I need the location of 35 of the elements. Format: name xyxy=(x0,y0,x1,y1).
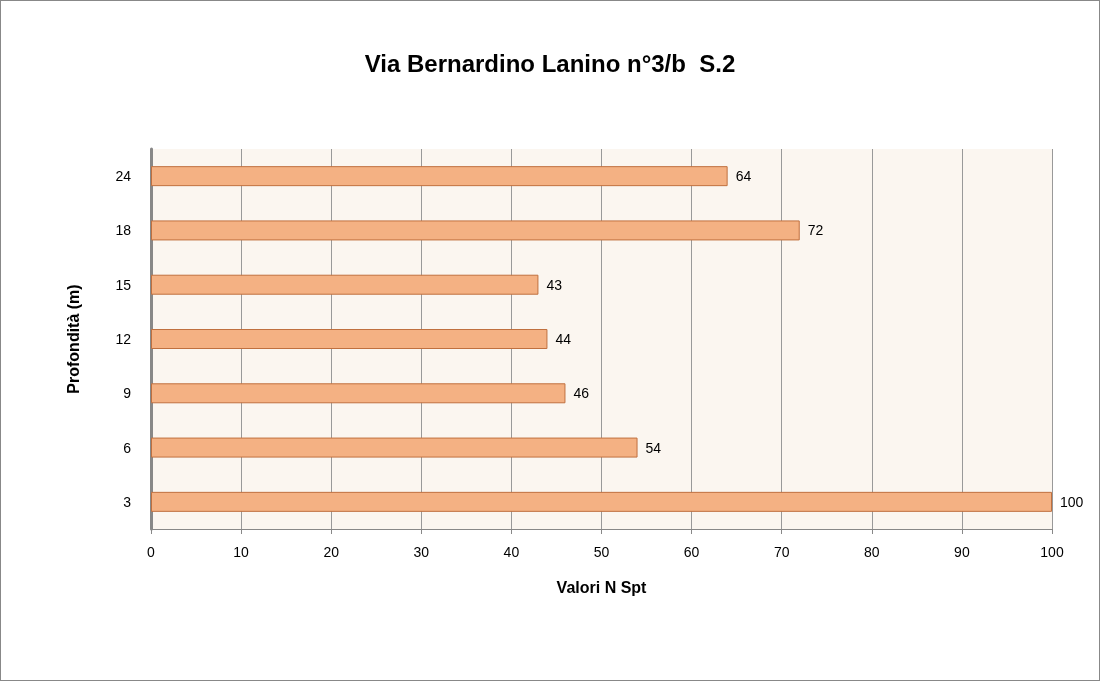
data-label: 72 xyxy=(807,222,824,239)
data-label: 44 xyxy=(555,331,572,347)
x-tick-label: 80 xyxy=(864,544,880,560)
x-tick-label: 0 xyxy=(147,544,156,560)
x-tick-label: 60 xyxy=(683,544,700,560)
bar xyxy=(151,491,1052,512)
y-tick-label: 9 xyxy=(123,385,132,402)
chart-title: Via Bernardino Lanino n°3/b S.2 xyxy=(364,49,736,77)
x-axis-title: Valori N Spt xyxy=(556,578,648,596)
x-tick-label: 20 xyxy=(323,544,340,560)
data-label: 64 xyxy=(735,168,752,185)
y-tick-label: 3 xyxy=(123,493,132,510)
y-tick-label: 24 xyxy=(115,168,132,185)
x-tick-label: 100 xyxy=(1040,544,1064,560)
y-tick-label: 6 xyxy=(123,439,132,456)
x-tick-label: 30 xyxy=(413,544,430,560)
data-label: 54 xyxy=(645,439,662,456)
x-tick-label: 40 xyxy=(503,544,520,560)
y-tick-label: 15 xyxy=(115,276,132,293)
x-tick-label: 70 xyxy=(773,544,790,560)
bar xyxy=(151,437,638,458)
bar xyxy=(151,166,728,187)
y-tick-label: 18 xyxy=(115,222,132,239)
data-label: 43 xyxy=(546,276,563,293)
x-tick-label: 10 xyxy=(233,544,250,560)
data-label: 46 xyxy=(573,385,590,402)
data-label: 100 xyxy=(1060,493,1084,510)
x-tick-label: 50 xyxy=(593,544,610,560)
bar xyxy=(151,274,539,295)
y-axis-title: Profondità (m) xyxy=(64,284,82,394)
bar xyxy=(151,220,800,241)
bar xyxy=(151,383,566,404)
x-tick-label: 90 xyxy=(954,544,970,560)
y-tick-label: 12 xyxy=(115,331,132,347)
bar xyxy=(151,329,548,349)
